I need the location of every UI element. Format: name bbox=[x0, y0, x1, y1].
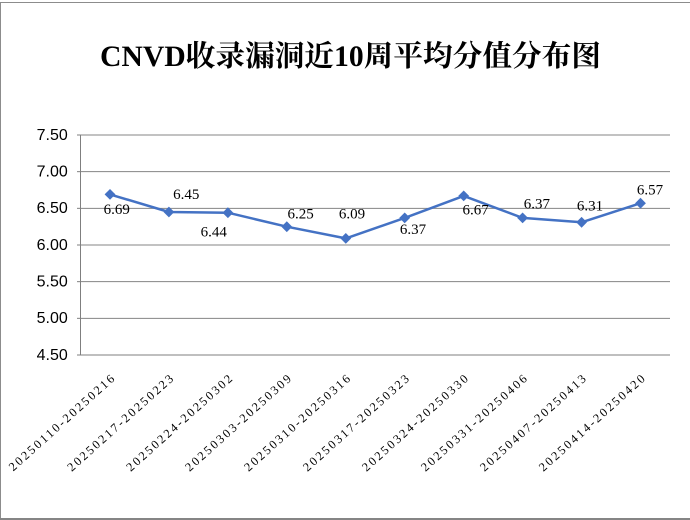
svg-text:5.50: 5.50 bbox=[37, 274, 68, 291]
svg-text:7.00: 7.00 bbox=[37, 164, 68, 181]
svg-text:6.37: 6.37 bbox=[524, 197, 551, 213]
svg-text:6.00: 6.00 bbox=[37, 237, 68, 254]
svg-text:6.37: 6.37 bbox=[400, 222, 427, 238]
svg-text:6.69: 6.69 bbox=[104, 202, 130, 218]
svg-text:6.67: 6.67 bbox=[462, 202, 489, 218]
svg-text:6.44: 6.44 bbox=[201, 225, 228, 241]
svg-text:4.50: 4.50 bbox=[37, 347, 68, 364]
svg-text:6.57: 6.57 bbox=[637, 182, 664, 198]
svg-text:6.31: 6.31 bbox=[577, 198, 603, 214]
svg-text:7.50: 7.50 bbox=[37, 127, 68, 144]
svg-text:5.00: 5.00 bbox=[37, 310, 68, 327]
svg-text:6.50: 6.50 bbox=[37, 200, 68, 217]
svg-text:6.45: 6.45 bbox=[173, 187, 199, 203]
svg-text:6.25: 6.25 bbox=[287, 207, 313, 223]
svg-text:6.09: 6.09 bbox=[339, 207, 365, 223]
